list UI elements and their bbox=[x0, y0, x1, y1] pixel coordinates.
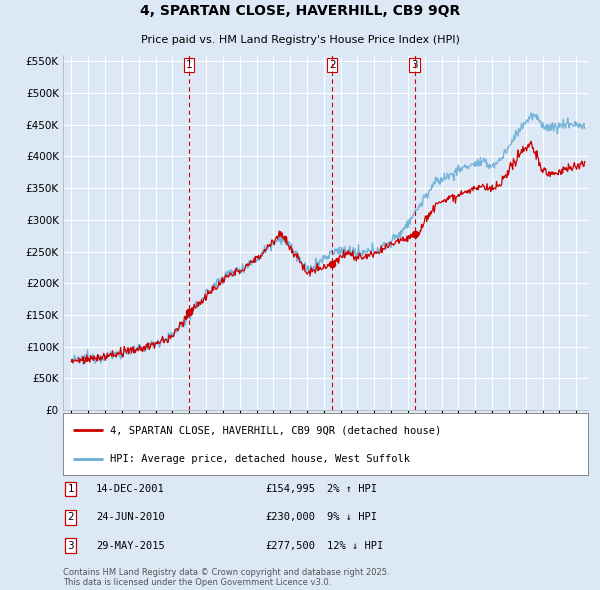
Text: 9% ↓ HPI: 9% ↓ HPI bbox=[327, 513, 377, 523]
Text: £277,500: £277,500 bbox=[265, 541, 315, 551]
Text: £154,995: £154,995 bbox=[265, 484, 315, 494]
Text: HPI: Average price, detached house, West Suffolk: HPI: Average price, detached house, West… bbox=[110, 454, 410, 464]
Text: Price paid vs. HM Land Registry's House Price Index (HPI): Price paid vs. HM Land Registry's House … bbox=[140, 35, 460, 45]
Text: 12% ↓ HPI: 12% ↓ HPI bbox=[327, 541, 383, 551]
Text: 29-MAY-2015: 29-MAY-2015 bbox=[96, 541, 165, 551]
Text: 2: 2 bbox=[329, 60, 335, 70]
Text: 4, SPARTAN CLOSE, HAVERHILL, CB9 9QR: 4, SPARTAN CLOSE, HAVERHILL, CB9 9QR bbox=[140, 4, 460, 18]
Text: 1: 1 bbox=[67, 484, 74, 494]
Text: 3: 3 bbox=[67, 541, 74, 551]
Text: £230,000: £230,000 bbox=[265, 513, 315, 523]
Text: Contains HM Land Registry data © Crown copyright and database right 2025.
This d: Contains HM Land Registry data © Crown c… bbox=[63, 568, 389, 587]
Text: 3: 3 bbox=[412, 60, 418, 70]
Text: 14-DEC-2001: 14-DEC-2001 bbox=[96, 484, 165, 494]
Text: 2% ↑ HPI: 2% ↑ HPI bbox=[327, 484, 377, 494]
Text: 1: 1 bbox=[186, 60, 193, 70]
Text: 24-JUN-2010: 24-JUN-2010 bbox=[96, 513, 165, 523]
Text: 4, SPARTAN CLOSE, HAVERHILL, CB9 9QR (detached house): 4, SPARTAN CLOSE, HAVERHILL, CB9 9QR (de… bbox=[110, 425, 442, 435]
Text: 2: 2 bbox=[67, 513, 74, 523]
